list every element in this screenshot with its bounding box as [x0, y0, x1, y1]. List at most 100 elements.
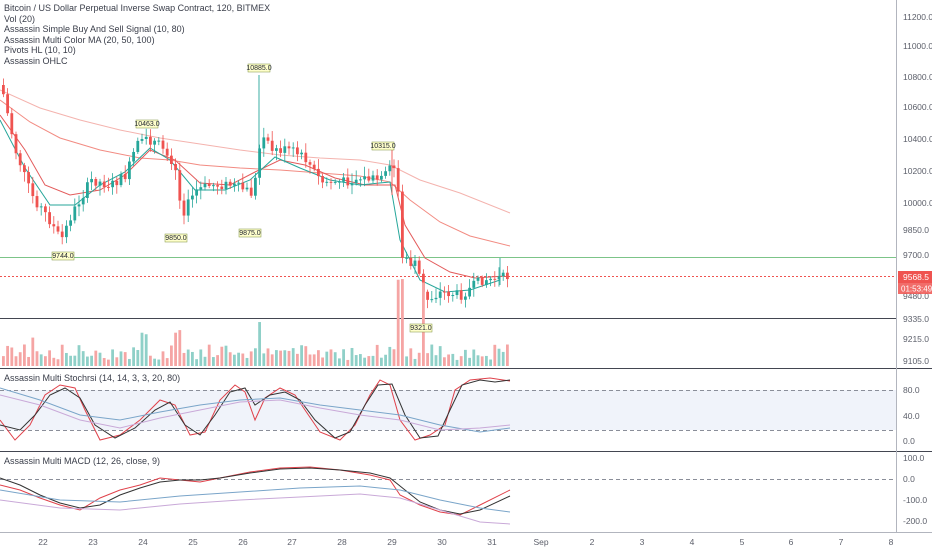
candle-body: [401, 191, 404, 258]
volume-bar: [161, 351, 165, 366]
time-label: 22: [38, 537, 48, 547]
candle-body: [300, 152, 303, 155]
volume-bar: [401, 279, 404, 366]
pivot-label-low-4: 9321.0: [409, 323, 433, 333]
candle-body: [39, 206, 43, 208]
volume-bar: [417, 352, 421, 366]
time-axis[interactable]: 22 23 24 25 26 27 28 29 30 31 Sep 2 3 4 5 6 7 8: [38, 537, 893, 547]
volume-bar: [102, 357, 106, 366]
candle-body: [123, 173, 127, 180]
volume-bar: [174, 332, 177, 366]
volume-bar: [199, 349, 203, 366]
volume-bar: [128, 358, 131, 366]
macd-pane-title[interactable]: Assassin Multi MACD (12, 26, close, 9): [4, 456, 161, 466]
volume-bar: [270, 354, 274, 366]
volume-bar: [480, 356, 484, 366]
stoch-d-line: [0, 379, 511, 439]
candle-body: [384, 171, 387, 176]
candle-body: [485, 280, 488, 285]
indicator-ohlc[interactable]: Assassin OHLC: [4, 55, 68, 66]
candle-body: [35, 196, 39, 208]
volume-bar: [6, 345, 9, 366]
svg-text:10315.0: 10315.0: [370, 143, 395, 150]
candle-body: [346, 177, 350, 186]
volume-bar: [329, 349, 333, 366]
candle-body: [443, 291, 446, 293]
volume-bar: [325, 351, 329, 366]
candle-body: [165, 148, 169, 156]
candle-body: [69, 220, 72, 226]
candle-body: [182, 200, 186, 216]
candle-body: [283, 146, 287, 153]
candle-body: [392, 165, 396, 169]
volume-bar: [300, 345, 303, 366]
chart-legend: Bitcoin / US Dollar Perpetual Inverse Sw…: [4, 3, 270, 66]
macd-tick-0: 0.0: [903, 474, 915, 484]
time-label: 8: [889, 537, 894, 547]
volume-bar: [144, 334, 148, 366]
volume-bar: [207, 344, 211, 366]
candle-body: [388, 165, 392, 172]
svg-text:9744.0: 9744.0: [52, 253, 74, 260]
candle-body: [212, 185, 215, 187]
candle-body: [90, 178, 93, 183]
candle-body: [228, 181, 232, 186]
volume-bar: [451, 353, 455, 366]
pivot-label-high-2: 10463.0: [134, 119, 160, 129]
candle-body: [493, 278, 497, 280]
candle-body: [291, 147, 295, 149]
volume-bar: [371, 355, 375, 366]
candle-body: [65, 225, 68, 238]
volume-bar: [111, 349, 114, 366]
price-tick-10000: 10000.0: [903, 198, 932, 208]
macd-tick-neg100: -100.0: [903, 495, 927, 505]
volume-bar: [90, 355, 93, 366]
volume-bar: [203, 356, 207, 366]
volume-bar: [346, 359, 350, 366]
volume-bar: [413, 358, 417, 366]
volume-bar: [485, 355, 488, 366]
stoch-pane-title[interactable]: Assassin Multi Stochrsi (14, 14, 3, 3, 2…: [4, 373, 181, 383]
indicator-buy-sell-signal[interactable]: Assassin Simple Buy And Sell Signal (10,…: [4, 24, 185, 34]
volume-bar: [375, 344, 379, 366]
candle-body: [245, 187, 249, 190]
volume-bar: [35, 351, 39, 366]
candle-body: [354, 179, 358, 184]
pivot-label-high-1: 10885.0: [246, 63, 272, 73]
indicator-multi-color-ma[interactable]: Assassin Multi Color MA (20, 50, 100): [4, 34, 155, 45]
stoch-tick-80: 80.0: [903, 385, 920, 395]
candle-body: [279, 148, 282, 153]
candle-body: [329, 181, 333, 183]
candle-body: [73, 206, 77, 221]
volume-bar: [254, 348, 257, 366]
candle-body: [203, 183, 207, 188]
price-tick-9105: 9105.0: [903, 356, 929, 366]
candle-body: [413, 260, 417, 266]
time-label: 6: [789, 537, 794, 547]
candlestick-series[interactable]: [2, 75, 509, 309]
candle-body: [270, 140, 274, 151]
stoch-slow-1: [0, 387, 511, 433]
indicator-vol[interactable]: Vol (20): [4, 13, 36, 24]
macd-tick-100: 100.0: [903, 453, 925, 463]
indicator-pivots-hl[interactable]: Pivots HL (10, 10): [4, 45, 76, 55]
candle-body: [224, 181, 228, 190]
time-label: Sep: [533, 537, 548, 547]
volume-bar: [140, 332, 144, 366]
candle-body: [489, 278, 492, 281]
candle-body: [102, 181, 106, 187]
svg-text:9321.0: 9321.0: [410, 325, 432, 332]
volume-bar: [27, 356, 30, 366]
symbol-title[interactable]: Bitcoin / US Dollar Perpetual Inverse Sw…: [4, 3, 271, 13]
volume-bar: [18, 352, 22, 366]
candle-body: [375, 175, 379, 180]
ma20-line: [0, 114, 506, 279]
candle-body: [296, 147, 299, 155]
volume-bar: [489, 359, 492, 366]
candle-body: [191, 195, 194, 200]
candle-body: [275, 148, 278, 151]
candle-body: [363, 176, 366, 180]
time-label: 3: [640, 537, 645, 547]
